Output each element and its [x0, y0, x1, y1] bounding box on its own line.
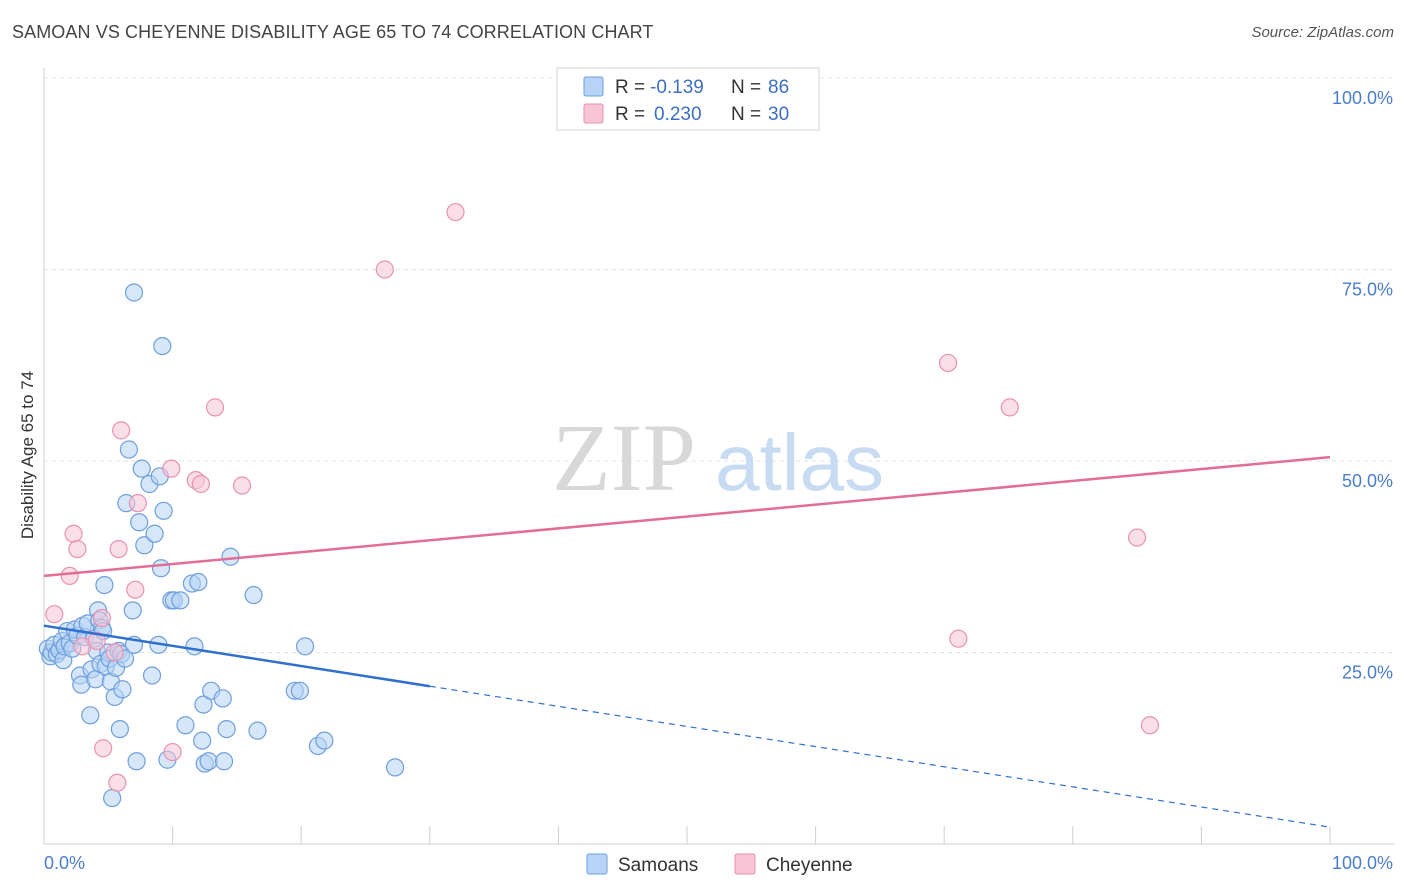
- samoans-point-47: [130, 513, 149, 532]
- cheyenne-point-10: [109, 539, 128, 559]
- samoans-point-68: [194, 695, 213, 714]
- legend-n-label-1: N =: [731, 77, 761, 98]
- samoans-point-80: [295, 637, 315, 656]
- cheyenne-point-1: [60, 566, 79, 586]
- samoans-point-75: [221, 547, 240, 566]
- grid-lines: [44, 77, 1395, 653]
- samoans-point-43: [119, 440, 138, 459]
- axes: [43, 68, 1395, 845]
- bottom-swatch-samoans: [586, 853, 608, 875]
- cheyenne-point-23: [949, 629, 968, 648]
- cheyenne-point-0: [45, 605, 64, 624]
- samoans-point-58: [151, 559, 171, 578]
- y-axis-label: Disability Age 65 to 74: [18, 371, 37, 539]
- samoans-point-72: [213, 689, 232, 708]
- legend-r-label-1: R =: [615, 77, 645, 98]
- legend-n-value-2: 30: [768, 104, 789, 125]
- bottom-legend-samoans: Samoans: [618, 855, 698, 876]
- samoans-point-52: [142, 666, 162, 685]
- samoans-point-83: [385, 758, 405, 777]
- samoans-point-38: [110, 719, 129, 739]
- cheyenne-point-24: [1000, 398, 1019, 417]
- cheyenne-point-3: [68, 539, 87, 559]
- watermark-zip: ZIP: [552, 404, 696, 511]
- cheyenne-point-25: [1127, 528, 1147, 547]
- samoans-point-65: [185, 637, 204, 656]
- trend-lines: [43, 455, 1331, 828]
- legend-n-label-2: N =: [731, 104, 761, 125]
- samoans-point-19: [81, 706, 100, 725]
- cheyenne-point-14: [162, 459, 181, 478]
- samoans-point-34: [103, 788, 122, 808]
- samoans-point-66: [189, 572, 208, 592]
- samoans-point-79: [290, 681, 310, 700]
- samoans-point-77: [248, 721, 267, 740]
- samoans-point-76: [244, 585, 263, 605]
- cheyenne-point-6: [92, 608, 111, 628]
- y-tick-label-3: 100.0%: [1332, 88, 1393, 108]
- y-tick-label-2: 75.0%: [1342, 280, 1393, 300]
- bottom-swatch-cheyenne: [734, 853, 756, 875]
- x-tick-label-0: 0.0%: [44, 853, 85, 873]
- cheyenne-point-13: [128, 494, 147, 513]
- cheyenne-trend-line: [43, 455, 1331, 578]
- samoans-point-29: [95, 575, 114, 595]
- watermark-atlas: atlas: [715, 418, 884, 507]
- samoans-trend-line: [43, 624, 430, 688]
- samoans-point-71: [199, 752, 218, 771]
- cheyenne-point-15: [163, 742, 182, 762]
- cheyenne-point-5: [87, 631, 106, 651]
- x-tick-label-1: 100.0%: [1332, 853, 1393, 873]
- legend-swatch-samoans: [583, 76, 604, 97]
- cheyenne-point-17: [191, 474, 210, 494]
- source-label: Source: ZipAtlas.com: [1251, 24, 1394, 41]
- cheyenne-point-9: [108, 773, 127, 792]
- cheyenne-point-22: [938, 353, 958, 373]
- cheyenne-point-7: [94, 739, 113, 758]
- y-tick-label-0: 25.0%: [1342, 663, 1393, 683]
- samoans-point-82: [315, 731, 334, 750]
- samoans-point-74: [217, 719, 236, 739]
- samoans-point-40: [113, 680, 132, 699]
- bottom-legend-cheyenne: Cheyenne: [766, 855, 853, 876]
- legend-r-value-2: 0.230: [654, 104, 702, 125]
- samoans-point-44: [123, 601, 142, 620]
- y-tick-label-1: 50.0%: [1342, 471, 1393, 491]
- samoans-point-57: [154, 501, 173, 520]
- samoans-point-49: [135, 536, 154, 555]
- legend: R = -0.139 N = 86 R = 0.230 N = 30: [556, 67, 820, 131]
- legend-n-value-1: 86: [768, 77, 789, 98]
- samoans-point-62: [171, 591, 190, 610]
- samoans-point-63: [176, 716, 195, 735]
- cheyenne-point-19: [232, 476, 252, 495]
- watermark: ZIP atlas: [552, 404, 884, 511]
- cheyenne-point-11: [112, 421, 131, 440]
- samoans-point-73: [214, 752, 234, 771]
- legend-r-label-2: R =: [615, 104, 645, 125]
- samoans-point-46: [127, 752, 146, 771]
- samoans-point-53: [145, 524, 164, 543]
- samoans-point-50: [124, 283, 144, 302]
- cheyenne-point-2: [64, 524, 83, 543]
- cheyenne-point-12: [126, 580, 145, 599]
- bottom-legend: Samoans Cheyenne: [586, 853, 853, 876]
- tick-labels: 25.0% 50.0% 75.0% 100.0% 0.0% 100.0%: [44, 88, 1393, 873]
- samoans-point-56: [153, 337, 172, 356]
- legend-swatch-cheyenne: [583, 103, 604, 124]
- samoans-point-67: [193, 731, 212, 750]
- cheyenne-point-21: [446, 202, 465, 222]
- cheyenne-point-26: [1140, 716, 1160, 735]
- cheyenne-point-20: [375, 260, 394, 279]
- cheyenne-point-18: [205, 398, 225, 417]
- samoans-point-48: [132, 459, 151, 478]
- series-cheyenne: [45, 202, 1160, 792]
- series-samoans: [38, 283, 405, 808]
- legend-r-value-1: -0.139: [650, 77, 704, 98]
- samoans-trend-extension: [429, 685, 1331, 828]
- chart-title: SAMOAN VS CHEYENNE DISABILITY AGE 65 TO …: [12, 22, 654, 42]
- cheyenne-point-8: [105, 643, 124, 662]
